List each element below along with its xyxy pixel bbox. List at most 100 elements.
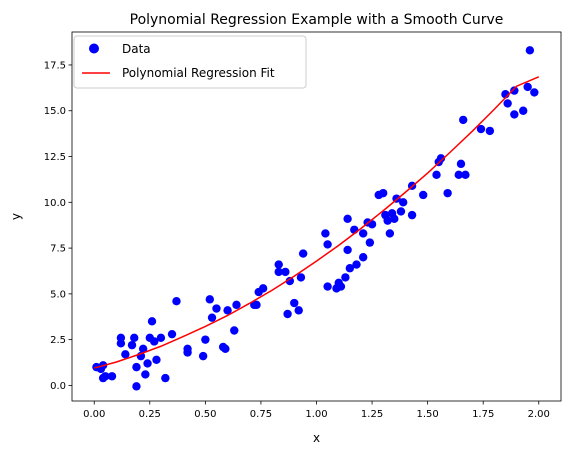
data-point: [294, 306, 303, 315]
data-point: [519, 106, 528, 115]
y-tick-label: 5.0: [50, 289, 66, 300]
data-point: [156, 333, 166, 343]
data-point: [378, 188, 388, 198]
data-point: [503, 99, 512, 108]
data-point: [258, 284, 268, 293]
data-point: [252, 300, 261, 310]
data-point: [121, 350, 130, 359]
data-point: [207, 313, 217, 322]
x-tick-label: 1.25: [361, 409, 383, 420]
data-point: [321, 229, 330, 238]
data-point: [530, 88, 539, 97]
x-tick-label: 2.00: [528, 409, 550, 420]
data-point: [141, 370, 150, 379]
data-point: [221, 344, 230, 354]
data-point: [138, 344, 148, 354]
legend-data-marker: [89, 43, 99, 54]
y-tick-label: 10.0: [44, 198, 66, 209]
data-point: [383, 216, 392, 225]
data-point: [143, 359, 152, 368]
data-point: [274, 260, 283, 269]
data-point: [116, 339, 126, 348]
data-point: [343, 245, 352, 255]
x-axis-label: x: [313, 431, 320, 445]
data-point: [352, 260, 361, 269]
y-tick-label: 12.5: [44, 152, 66, 163]
x-tick-label: 1.00: [305, 409, 327, 420]
data-point: [283, 309, 292, 319]
data-point: [390, 214, 399, 223]
data-point: [485, 126, 495, 136]
data-point: [298, 249, 308, 258]
data-point: [343, 214, 352, 223]
legend: Data Polynomial Regression Fit: [73, 35, 307, 89]
data-point: [443, 188, 452, 198]
data-point: [510, 86, 519, 95]
data-point: [432, 170, 441, 180]
data-point: [212, 304, 221, 313]
data-point: [130, 333, 139, 343]
data-point: [358, 253, 368, 262]
legend-data-label: Data: [122, 42, 151, 56]
data-point: [365, 238, 375, 247]
data-point: [223, 306, 232, 315]
data-point: [147, 317, 157, 326]
legend-frame: [73, 35, 307, 89]
data-point: [336, 282, 346, 291]
data-point: [101, 372, 110, 381]
y-tick-label: 7.5: [50, 244, 66, 255]
data-point: [201, 335, 210, 344]
data-point: [523, 82, 532, 92]
data-point: [167, 329, 177, 339]
data-point: [525, 46, 535, 55]
y-tick-label: 0.0: [50, 381, 66, 392]
data-point: [345, 264, 355, 273]
data-point: [150, 337, 159, 346]
data-point: [358, 229, 368, 238]
y-tick-label: 15.0: [44, 106, 66, 117]
data-point: [161, 373, 170, 383]
data-point: [407, 210, 417, 220]
data-point: [461, 170, 470, 180]
data-point: [127, 340, 137, 350]
data-point: [198, 351, 208, 361]
y-tick-label: 2.5: [50, 335, 66, 346]
data-point: [285, 276, 295, 286]
legend-fit-label: Polynomial Regression Fit: [122, 66, 275, 80]
data-point: [274, 267, 283, 277]
data-point: [323, 240, 332, 249]
data-point: [323, 282, 332, 291]
data-point: [454, 170, 463, 180]
data-point: [459, 115, 468, 125]
data-point: [296, 273, 306, 282]
data-point: [456, 159, 466, 169]
x-tick-label: 1.50: [417, 409, 439, 420]
x-tick-label: 0.00: [83, 409, 105, 420]
data-point: [230, 326, 239, 335]
x-tick-label: 0.25: [139, 409, 161, 420]
data-point: [396, 207, 406, 216]
x-tick-label: 1.75: [472, 409, 494, 420]
data-point: [205, 295, 215, 304]
data-point: [510, 110, 519, 119]
data-point: [281, 267, 290, 277]
data-point: [152, 355, 161, 364]
data-point: [290, 298, 299, 308]
x-tick-label: 0.75: [250, 409, 272, 420]
data-point: [183, 344, 192, 354]
data-point: [341, 273, 350, 282]
axes: 0.00 0.25 0.50 0.75 1.00 1.25 1.50 1.75 2.00 0.0 2…: [44, 31, 562, 420]
y-axis-label: y: [9, 213, 23, 220]
y-tick-label: 17.5: [44, 60, 66, 71]
chart-title: Polynomial Regression Example with a Smo…: [130, 12, 504, 28]
data-point: [232, 300, 241, 310]
data-point: [132, 362, 141, 372]
data-point: [107, 372, 117, 381]
data-point: [172, 297, 181, 306]
data-point: [385, 229, 395, 238]
data-point: [132, 382, 141, 391]
regression-fit-line: [94, 76, 540, 369]
data-point: [436, 154, 446, 163]
data-point: [398, 198, 408, 207]
